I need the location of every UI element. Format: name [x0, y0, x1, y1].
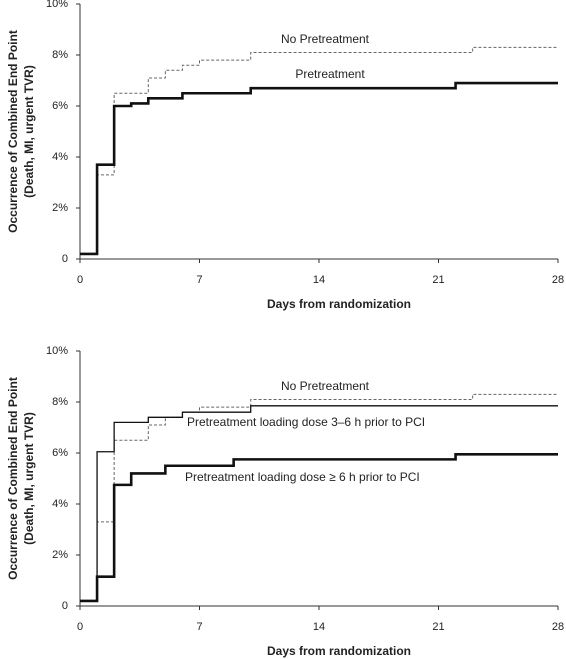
- x-tick-label: 0: [77, 621, 83, 633]
- x-tick-label: 14: [313, 274, 325, 286]
- x-tick-label: 21: [432, 274, 444, 286]
- y-axis-title: (Death, MI, urgent TVR): [22, 65, 36, 198]
- y-tick-label: 2%: [52, 549, 68, 561]
- y-tick-label: 6%: [52, 100, 68, 112]
- x-tick-label: 28: [552, 274, 564, 286]
- y-tick-label: 6%: [52, 447, 68, 459]
- x-tick-label: 14: [313, 621, 325, 633]
- x-axis-title: Days from randomization: [267, 644, 411, 658]
- y-tick-label: 10%: [46, 345, 68, 357]
- step-line: [80, 405, 558, 602]
- series-label: Pretreatment loading dose ≥ 6 h prior to…: [185, 470, 420, 484]
- step-line: [80, 46, 558, 255]
- x-tick-label: 7: [196, 621, 202, 633]
- x-tick-label: 21: [432, 621, 444, 633]
- y-tick-label: 4%: [52, 151, 68, 163]
- x-tick-label: 0: [77, 274, 83, 286]
- step-line: [80, 81, 558, 256]
- y-tick-label: 4%: [52, 498, 68, 510]
- y-tick-label: 10%: [46, 0, 68, 10]
- y-axis-title: Occurrence of Combined End Point: [6, 30, 20, 233]
- x-axis-title: Days from randomization: [267, 297, 411, 311]
- y-tick-label: 0: [62, 253, 68, 265]
- step-line: [80, 452, 558, 603]
- y-tick-label: 0: [62, 600, 68, 612]
- series-label: Pretreatment: [295, 67, 365, 81]
- y-tick-label: 8%: [52, 396, 68, 408]
- series-label: No Pretreatment: [281, 32, 370, 46]
- y-axis-title: (Death, MI, urgent TVR): [22, 412, 36, 545]
- x-tick-label: 7: [196, 274, 202, 286]
- series-label: Pretreatment loading dose 3–6 h prior to…: [187, 415, 425, 429]
- y-axis-title: Occurrence of Combined End Point: [6, 377, 20, 580]
- series-label: No Pretreatment: [281, 379, 370, 393]
- y-tick-label: 8%: [52, 49, 68, 61]
- y-tick-label: 2%: [52, 202, 68, 214]
- x-tick-label: 28: [552, 621, 564, 633]
